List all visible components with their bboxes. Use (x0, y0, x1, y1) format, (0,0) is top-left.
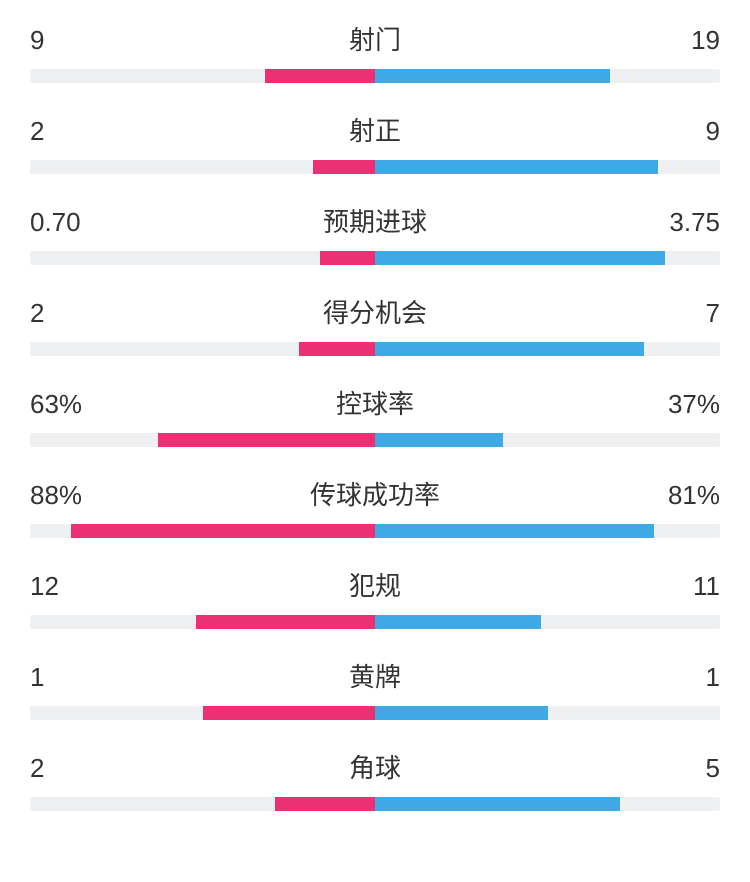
stats-comparison-chart: 9射门192射正90.70预期进球3.752得分机会763%控球率37%88%传… (30, 20, 720, 811)
stat-bar-fill-right (375, 160, 658, 174)
stat-value-right: 1 (660, 662, 720, 693)
stat-value-left: 2 (30, 753, 90, 784)
stat-bar-fill-right (375, 69, 610, 83)
stat-bar-fill-right (375, 797, 620, 811)
stat-name: 黄牌 (90, 657, 660, 694)
stat-bar-fill-right (375, 524, 654, 538)
stat-labels: 2得分机会7 (30, 293, 720, 330)
stat-row: 12犯规11 (30, 566, 720, 629)
stat-bar (30, 433, 720, 447)
stat-value-left: 9 (30, 25, 90, 56)
stat-bar-fill-left (196, 615, 375, 629)
stat-bar-fill-left (313, 160, 375, 174)
stat-row: 63%控球率37% (30, 384, 720, 447)
stat-name: 预期进球 (90, 202, 660, 239)
stat-labels: 9射门19 (30, 20, 720, 57)
stat-bar (30, 706, 720, 720)
stat-bar-fill-right (375, 251, 665, 265)
stat-name: 得分机会 (90, 293, 660, 330)
stat-bar (30, 69, 720, 83)
stat-value-left: 2 (30, 298, 90, 329)
stat-labels: 2射正9 (30, 111, 720, 148)
stat-bar-fill-left (275, 797, 375, 811)
stat-bar-fill-right (375, 342, 644, 356)
stat-labels: 63%控球率37% (30, 384, 720, 421)
stat-bar-fill-left (71, 524, 375, 538)
stat-value-right: 37% (660, 389, 720, 420)
stat-bar-fill-right (375, 706, 548, 720)
stat-labels: 2角球5 (30, 748, 720, 785)
stat-bar (30, 251, 720, 265)
stat-value-right: 9 (660, 116, 720, 147)
stat-value-right: 7 (660, 298, 720, 329)
stat-value-right: 81% (660, 480, 720, 511)
stat-value-right: 5 (660, 753, 720, 784)
stat-name: 犯规 (90, 566, 660, 603)
stat-row: 88%传球成功率81% (30, 475, 720, 538)
stat-name: 射门 (90, 20, 660, 57)
stat-row: 9射门19 (30, 20, 720, 83)
stat-value-right: 3.75 (660, 207, 720, 238)
stat-value-left: 1 (30, 662, 90, 693)
stat-bar-fill-left (203, 706, 376, 720)
stat-bar (30, 160, 720, 174)
stat-bar-fill-right (375, 615, 541, 629)
stat-value-left: 88% (30, 480, 90, 511)
stat-bar-fill-left (265, 69, 375, 83)
stat-bar-fill-left (320, 251, 375, 265)
stat-row: 2得分机会7 (30, 293, 720, 356)
stat-labels: 1黄牌1 (30, 657, 720, 694)
stat-value-left: 0.70 (30, 207, 90, 238)
stat-row: 1黄牌1 (30, 657, 720, 720)
stat-value-right: 11 (660, 571, 720, 602)
stat-name: 角球 (90, 748, 660, 785)
stat-bar (30, 797, 720, 811)
stat-labels: 88%传球成功率81% (30, 475, 720, 512)
stat-row: 2射正9 (30, 111, 720, 174)
stat-labels: 12犯规11 (30, 566, 720, 603)
stat-name: 传球成功率 (90, 475, 660, 512)
stat-value-left: 2 (30, 116, 90, 147)
stat-name: 控球率 (90, 384, 660, 421)
stat-bar (30, 524, 720, 538)
stat-row: 0.70预期进球3.75 (30, 202, 720, 265)
stat-value-left: 63% (30, 389, 90, 420)
stat-bar-fill-right (375, 433, 503, 447)
stat-labels: 0.70预期进球3.75 (30, 202, 720, 239)
stat-bar (30, 342, 720, 356)
stat-row: 2角球5 (30, 748, 720, 811)
stat-bar (30, 615, 720, 629)
stat-value-right: 19 (660, 25, 720, 56)
stat-bar-fill-left (299, 342, 375, 356)
stat-value-left: 12 (30, 571, 90, 602)
stat-name: 射正 (90, 111, 660, 148)
stat-bar-fill-left (158, 433, 375, 447)
